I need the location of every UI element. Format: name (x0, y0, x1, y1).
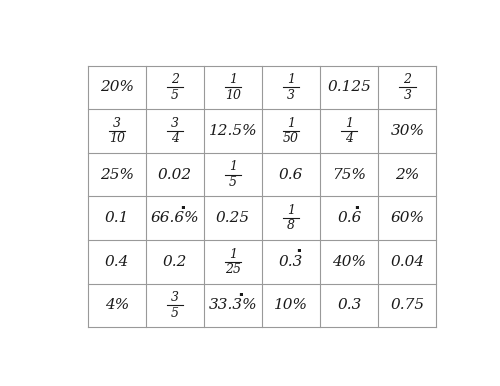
Text: 5: 5 (171, 306, 179, 320)
Text: 0.2: 0.2 (162, 255, 187, 269)
Text: 4: 4 (171, 132, 179, 145)
Text: ·: · (354, 200, 360, 218)
Text: ·: · (237, 287, 244, 305)
Text: 3: 3 (404, 89, 411, 102)
Text: 1: 1 (229, 161, 237, 173)
Text: 66.6%: 66.6% (150, 211, 199, 225)
Text: 5: 5 (229, 176, 237, 189)
Text: 8: 8 (287, 219, 295, 232)
Text: 0.25: 0.25 (216, 211, 250, 225)
Text: 10: 10 (109, 132, 125, 145)
Text: 0.04: 0.04 (390, 255, 424, 269)
Text: ·: · (295, 243, 302, 261)
Text: 12.5%: 12.5% (208, 124, 258, 138)
Text: 60%: 60% (390, 211, 424, 225)
Text: 3: 3 (287, 89, 295, 102)
Text: 25: 25 (225, 263, 241, 276)
Text: 1: 1 (229, 248, 237, 261)
Text: 33.3%: 33.3% (208, 298, 258, 312)
Text: 0.125: 0.125 (328, 80, 371, 95)
Text: 0.1: 0.1 (104, 211, 129, 225)
Text: 10: 10 (225, 89, 241, 102)
Text: 3: 3 (113, 117, 121, 130)
Text: 30%: 30% (390, 124, 424, 138)
Text: 75%: 75% (332, 168, 366, 182)
Text: 1: 1 (287, 73, 295, 86)
Text: 20%: 20% (100, 80, 134, 95)
Text: 0.75: 0.75 (390, 298, 424, 312)
Text: ·: · (179, 200, 186, 218)
Text: 0.6: 0.6 (337, 211, 361, 225)
Text: 0.3: 0.3 (337, 298, 361, 312)
Text: 1: 1 (287, 117, 295, 130)
Text: 10%: 10% (274, 298, 308, 312)
Text: 2%: 2% (395, 168, 419, 182)
Text: 50: 50 (283, 132, 299, 145)
Text: 1: 1 (229, 73, 237, 86)
Text: 25%: 25% (100, 168, 134, 182)
Text: 4: 4 (345, 132, 353, 145)
Text: 1: 1 (345, 117, 353, 130)
Text: 2: 2 (171, 73, 179, 86)
Text: 3: 3 (171, 291, 179, 304)
Text: 0.3: 0.3 (279, 255, 303, 269)
Text: 0.4: 0.4 (104, 255, 129, 269)
Text: 0.02: 0.02 (158, 168, 192, 182)
Text: 5: 5 (171, 89, 179, 102)
Text: 2: 2 (404, 73, 411, 86)
Text: 3: 3 (171, 117, 179, 130)
Text: 40%: 40% (332, 255, 366, 269)
Text: 0.6: 0.6 (279, 168, 303, 182)
Text: 1: 1 (287, 204, 295, 217)
Text: 4%: 4% (104, 298, 129, 312)
